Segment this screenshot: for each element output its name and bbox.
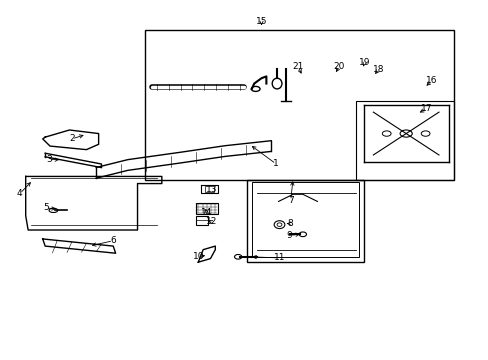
Text: 18: 18 (372, 66, 383, 75)
Text: 14: 14 (201, 208, 212, 217)
Text: 8: 8 (287, 219, 293, 228)
Text: 20: 20 (333, 62, 345, 71)
Text: 12: 12 (205, 217, 217, 226)
Text: 11: 11 (273, 253, 285, 262)
Text: 5: 5 (43, 203, 49, 212)
Text: 13: 13 (205, 185, 217, 194)
Text: 7: 7 (287, 196, 293, 205)
Bar (196, 216, 207, 225)
Text: 2: 2 (69, 134, 75, 143)
Text: 17: 17 (420, 104, 432, 113)
Text: 9: 9 (286, 231, 292, 240)
Text: 19: 19 (358, 58, 369, 67)
Bar (356, 102, 453, 180)
Bar (251, 182, 358, 257)
Text: 4: 4 (17, 189, 22, 198)
Text: 1: 1 (273, 159, 279, 168)
Text: 21: 21 (292, 62, 303, 71)
Bar (196, 203, 217, 214)
Text: 16: 16 (425, 76, 437, 85)
Bar (144, 30, 453, 180)
Text: 15: 15 (255, 17, 267, 26)
Text: 3: 3 (46, 155, 52, 164)
Text: 6: 6 (110, 236, 116, 245)
Bar (246, 180, 363, 262)
Text: 10: 10 (192, 252, 203, 261)
Bar (204, 186, 214, 192)
